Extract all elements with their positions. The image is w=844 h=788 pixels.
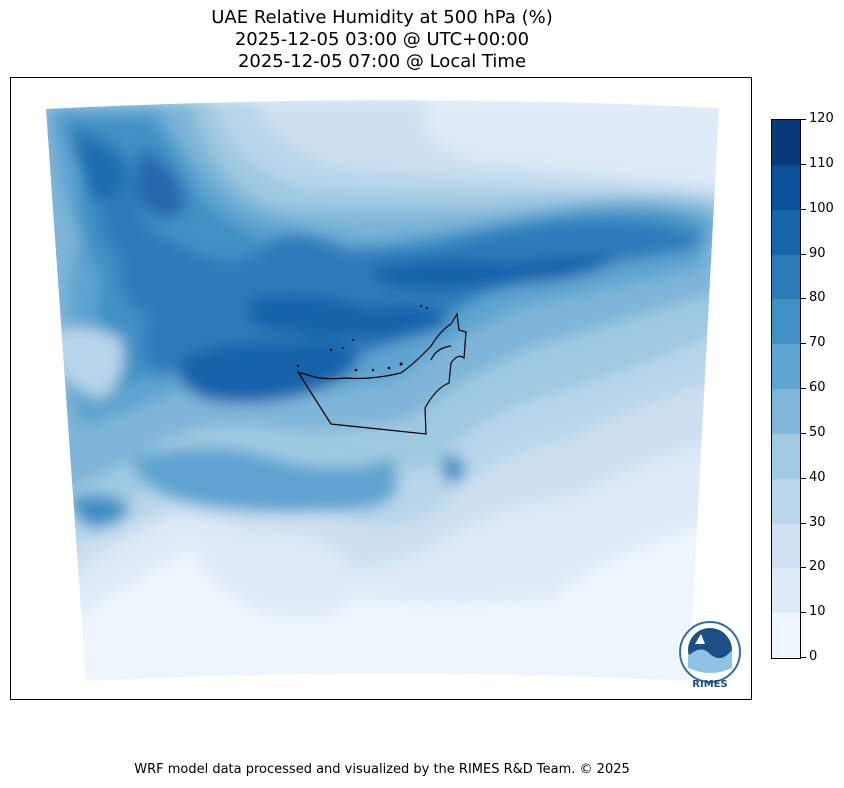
colorbar-tick-label: 0 [809,649,818,664]
colorbar-tick-mark [801,253,806,255]
colorbar-segment [772,613,800,658]
colorbar-tick-label: 30 [809,514,826,530]
colorbar-tick-mark [801,343,806,345]
colorbar-tick-mark [801,657,806,658]
colorbar-tick-label: 50 [809,424,826,440]
colorbar-tick-mark [801,388,806,389]
colorbar-segment [772,209,800,255]
map-panel: RIMES [10,77,752,700]
colorbar-segment [772,523,800,569]
colorbar-tick-label: 60 [809,380,826,395]
colorbar-segment [772,344,800,389]
colorbar [771,119,801,659]
rimes-logo: RIMES [678,620,742,690]
colorbar-tick-label: 10 [809,604,826,620]
colorbar-segment [772,164,800,210]
colorbar-tick-label: 70 [809,335,826,351]
colorbar-tick-mark [801,612,806,614]
colorbar-tick-mark [801,567,806,569]
humidity-map: RIMES [46,100,742,690]
local-time: 2025-12-05 07:00 @ Local Time [237,51,527,72]
colorbar-segment [772,388,800,434]
humidity-field [46,100,719,681]
colorbar-tick-label: 100 [809,200,834,216]
colorbar-tick-label: 90 [809,245,826,261]
colorbar-segment [772,568,800,614]
coast-islands [296,305,428,372]
colorbar-segment [772,119,800,165]
colorbar-tick-mark [801,477,806,479]
colorbar-tick-label: 80 [809,290,826,306]
colorbar-tick-label: 20 [809,559,826,575]
colorbar-segment [772,433,800,479]
credit-footer: WRF model data processed and visualized … [134,762,630,777]
logo-text: RIMES [692,679,727,690]
colorbar-tick-label: 40 [809,469,826,485]
colorbar-tick-mark [801,208,806,210]
utc-time: 2025-12-05 03:00 @ UTC+00:00 [234,29,530,50]
colorbar-tick-mark [801,432,806,434]
colorbar-tick-mark [801,522,806,524]
colorbar-tick-mark [801,119,806,120]
colorbar-tick-mark [801,298,806,300]
country-border [296,312,467,435]
colorbar-tick-mark [801,163,806,165]
colorbar-tick-label: 110 [809,155,834,171]
map-title: UAE Relative Humidity at 500 hPa (%) [211,7,553,28]
colorbar-segment [772,254,800,300]
colorbar-segment [772,478,800,524]
colorbar-tick-label: 120 [809,111,834,126]
colorbar-segment [772,299,800,345]
